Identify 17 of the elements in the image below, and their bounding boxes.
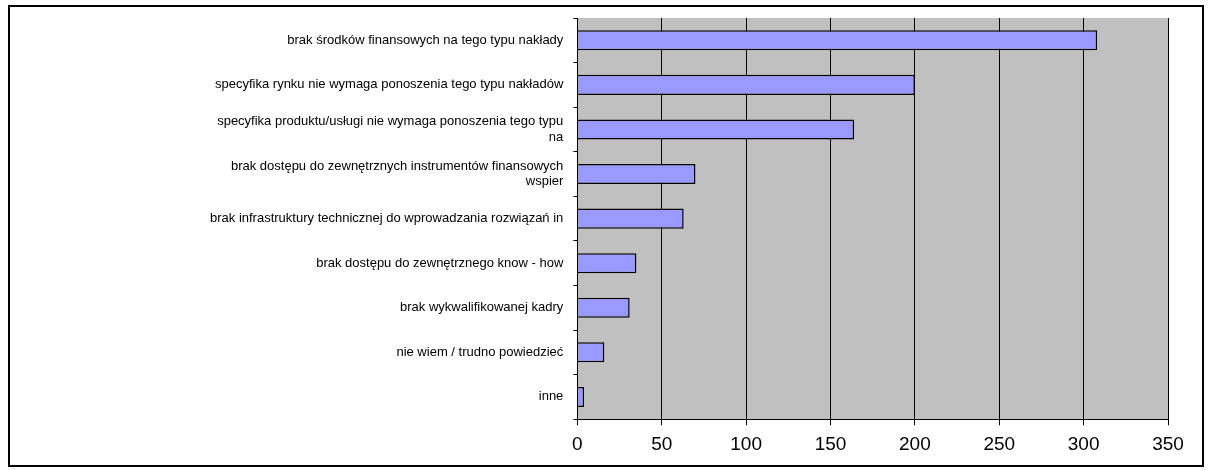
y-tick-label: brak wykwalifikowanej kadry	[400, 299, 564, 315]
x-tick-label: 50	[651, 432, 673, 454]
y-tick-label: brak środków finansowych na tego typu nakłady	[287, 31, 564, 47]
y-tick-label: specyfika rynku nie wymaga ponoszenia tego typu nakładów	[215, 76, 564, 92]
y-tick-label: brak dostępu do zewnętrznego know - how	[316, 254, 564, 270]
x-tick-label: 150	[814, 432, 847, 454]
y-tick-label: specyfika produktu/usługi nie wymaga ponoszenia tego typu na	[217, 113, 565, 144]
x-tick-label: 200	[899, 432, 931, 454]
x-tick-label: 0	[572, 432, 583, 454]
y-tick-label: brak dostępu do zewnętrznych instrumentów finansowych wspier	[230, 157, 564, 189]
x-tick-label: 350	[1152, 432, 1184, 454]
x-tick-label: 100	[730, 432, 762, 454]
x-tick-label: 300	[1067, 432, 1100, 454]
y-tick-label: brak infrastruktury technicznej do wprowadzania rozwiązań in	[209, 210, 564, 226]
y-tick-label: nie wiem / trudno powiedzieć	[396, 343, 564, 359]
y-tick-label: inne	[538, 388, 564, 404]
x-tick-label: 250	[983, 432, 1016, 454]
